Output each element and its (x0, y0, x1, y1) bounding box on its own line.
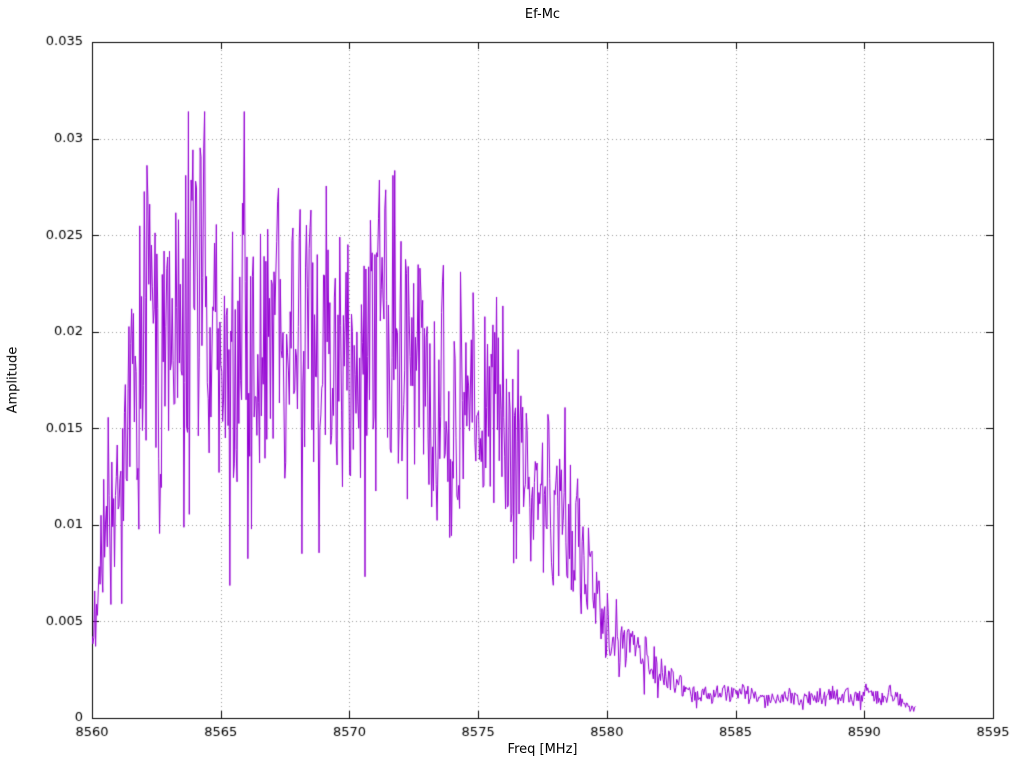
x-axis-label: Freq [MHz] (507, 742, 578, 757)
y-axis-label: Amplitude (5, 346, 21, 414)
chart-title: Ef-Mc (524, 7, 561, 22)
